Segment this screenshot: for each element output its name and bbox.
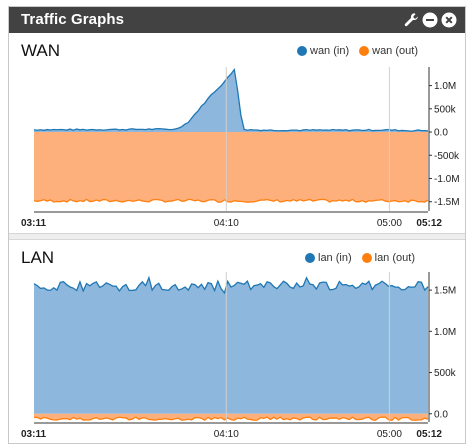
y-tick-label: 1.5M — [434, 286, 456, 297]
panel-separator — [9, 233, 465, 239]
legend-wan-out[interactable]: wan (out) — [359, 45, 418, 57]
y-tick-label: 500k — [434, 368, 457, 379]
wan-panel-title: WAN — [21, 41, 61, 60]
lan-chart: 1.5M 1.0M 500k 0.0 03:11 04:10 05:00 05:12 — [21, 272, 457, 440]
out-series-area — [34, 132, 428, 203]
wan-panel: 1.0M 500k 0.0 -500k -1.0M -1.5M 03:11 04:10 05:0… — [9, 33, 465, 233]
legend-lan-in[interactable]: lan (in) — [305, 252, 352, 264]
legend-lan-out-label: lan (out) — [374, 252, 415, 264]
wan-chart: 1.0M 500k 0.0 -500k -1.0M -1.5M 03:11 04:10 05:0… — [21, 67, 460, 229]
x-tick-label: 05:00 — [377, 429, 402, 440]
lan-panel: 1.5M 1.0M 500k 0.0 03:11 04:10 05:00 05:12 LAN … — [9, 239, 465, 443]
widget-title: Traffic Graphs — [21, 11, 125, 28]
out-series-line — [33, 198, 429, 203]
y-tick-label: -1.5M — [434, 197, 460, 208]
legend-wan-in[interactable]: wan (in) — [297, 45, 349, 57]
lan-in-dot — [305, 253, 315, 263]
legend-lan-out[interactable]: lan (out) — [361, 252, 415, 264]
wan-out-dot — [359, 46, 370, 56]
y-tick-label: 1.0M — [434, 81, 456, 92]
widget-header: Traffic Graphs — [9, 7, 465, 33]
legend-wan-in-label: wan (in) — [310, 45, 350, 57]
wan-legend: wan (in) wan (out) — [297, 45, 418, 57]
lan-panel-title: LAN — [21, 248, 55, 267]
y-tick-label: -500k — [434, 151, 460, 162]
in-series-line — [33, 68, 429, 132]
legend-wan-out-label: wan (out) — [372, 45, 418, 57]
header-icons — [403, 12, 457, 28]
in-series-line — [33, 275, 429, 295]
in-series-area — [34, 277, 428, 414]
y-tick-label: 500k — [434, 104, 457, 115]
close-icon[interactable] — [441, 12, 457, 28]
y-tick-label: 1.0M — [434, 327, 456, 338]
wan-in-dot — [297, 46, 307, 56]
x-tick-label: 05:00 — [377, 218, 402, 229]
y-tick-label: 0.0 — [434, 409, 448, 420]
lan-legend: lan (in) lan (out) — [305, 252, 415, 264]
x-tick-label: 03:11 — [21, 218, 46, 229]
lan-out-dot — [361, 253, 372, 263]
in-series-area — [34, 69, 428, 133]
y-tick-label: 0.0 — [434, 128, 448, 139]
x-tick-label: 04:10 — [214, 218, 239, 229]
x-tick-label: 05:12 — [416, 218, 442, 229]
traffic-graphs-widget: Traffic Graphs 1.0M 500k 0.0 -500k -1.0M -1.5… — [8, 6, 466, 444]
x-tick-label: 04:10 — [214, 429, 239, 440]
x-tick-label: 05:12 — [416, 429, 442, 440]
x-tick-label: 03:11 — [21, 429, 46, 440]
minimize-icon[interactable] — [422, 12, 438, 28]
y-tick-label: -1.0M — [434, 174, 460, 185]
wrench-icon[interactable] — [403, 12, 419, 28]
legend-lan-in-label: lan (in) — [318, 252, 352, 264]
out-series-line — [33, 416, 429, 422]
